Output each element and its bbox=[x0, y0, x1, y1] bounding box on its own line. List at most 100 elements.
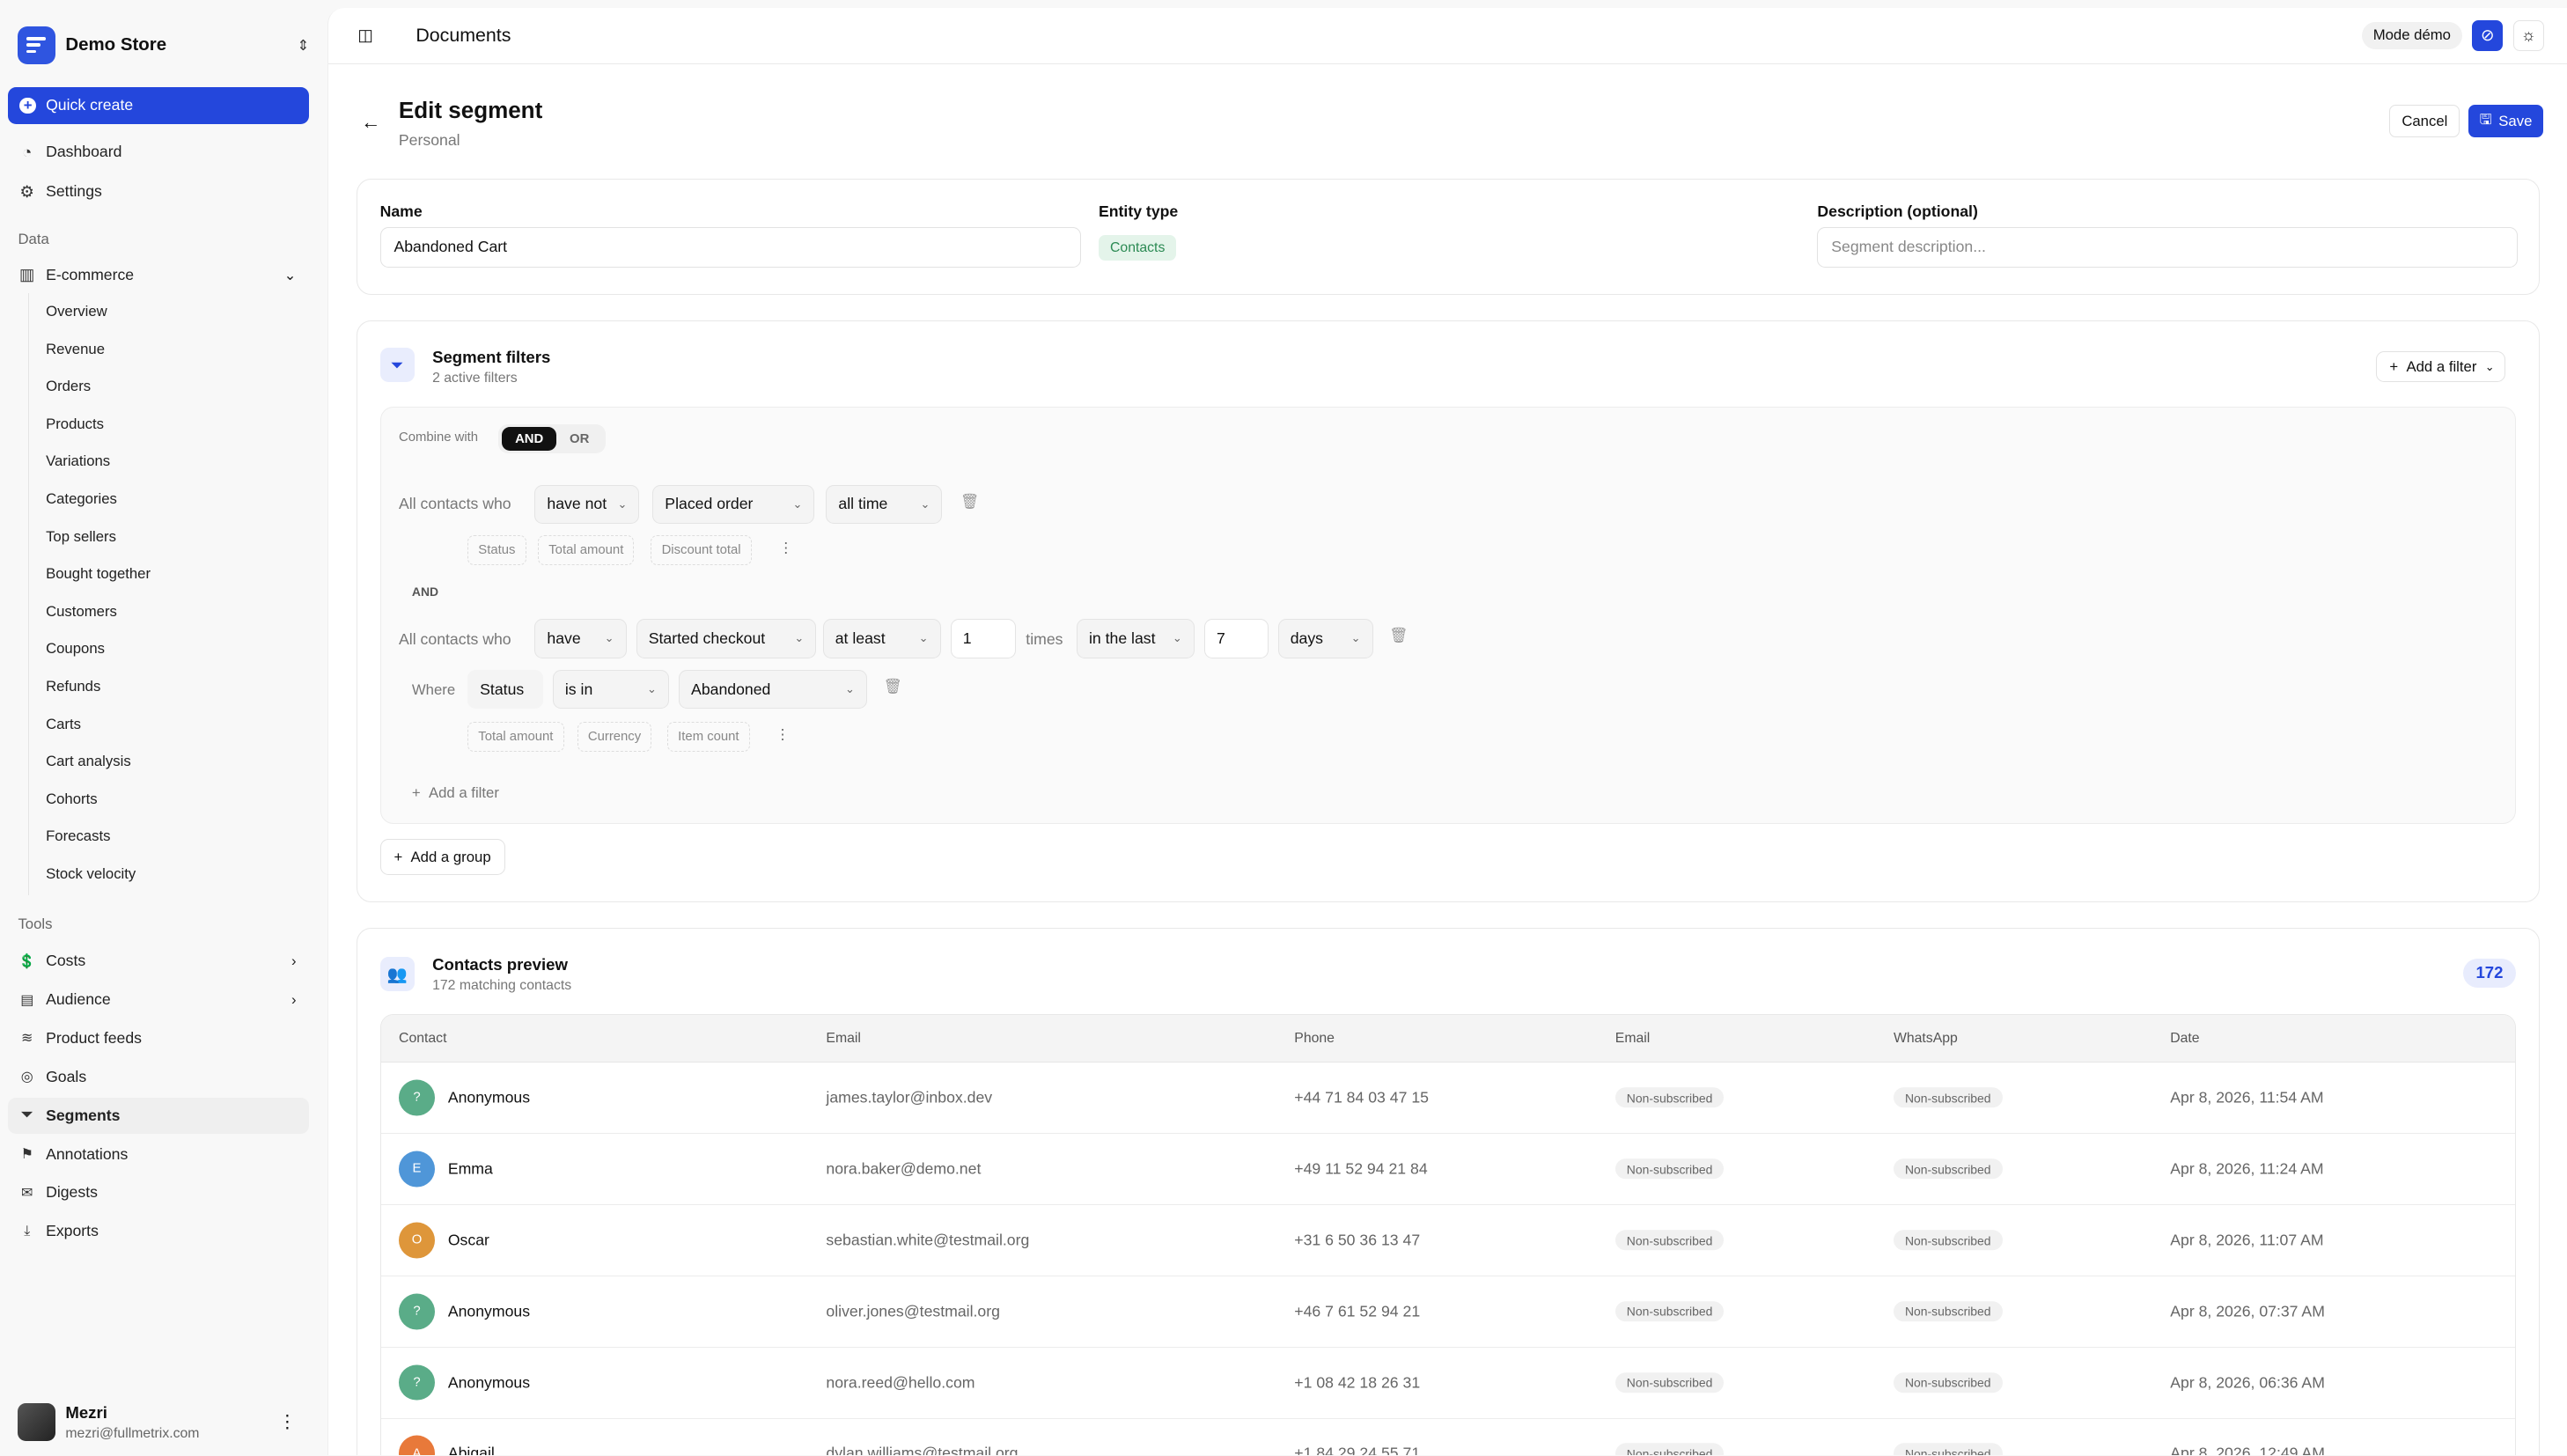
save-button[interactable]: 🖫 Save bbox=[2468, 105, 2544, 138]
sidebar-subitem[interactable]: Bought together bbox=[46, 565, 151, 583]
whatsapp-status-badge: Non-subscribed bbox=[1893, 1087, 2003, 1108]
eye-off-icon[interactable]: ⊘ bbox=[2472, 19, 2504, 52]
more-vertical-icon[interactable]: ⋮ bbox=[278, 1412, 297, 1433]
event-select[interactable]: Started checkout ⌄ bbox=[636, 619, 817, 658]
contact-phone: +1 08 42 18 26 31 bbox=[1294, 1373, 1421, 1392]
col-phone[interactable]: Phone bbox=[1294, 1030, 1335, 1046]
sidebar-subitem[interactable]: Revenue bbox=[46, 340, 105, 357]
trash-icon[interactable]: 🗑 bbox=[960, 492, 980, 510]
filter-prefix: All contacts who bbox=[399, 494, 511, 512]
combine-toggle[interactable]: AND OR bbox=[498, 423, 606, 454]
sidebar-item-annotations[interactable]: ⚑ Annotations bbox=[8, 1136, 309, 1173]
sidebar-item-digests[interactable]: ✉ Digests bbox=[8, 1175, 309, 1211]
property-select[interactable]: Status bbox=[467, 669, 543, 710]
and-joiner: AND bbox=[411, 585, 439, 599]
col-email-status[interactable]: Email bbox=[1614, 1030, 1651, 1046]
sidebar-subitem[interactable]: Overview bbox=[46, 303, 107, 320]
table-row[interactable]: O Oscar sebastian.white@testmail.org +31 6 … bbox=[380, 1205, 2516, 1276]
sidebar-subitem[interactable]: Forecasts bbox=[46, 827, 111, 845]
sidebar-item-ecommerce[interactable]: ▥ E-commerce ⌄ bbox=[8, 257, 309, 293]
col-contact[interactable]: Contact bbox=[399, 1030, 447, 1046]
sidebar-subitem[interactable]: Refunds bbox=[46, 677, 101, 695]
back-arrow-icon[interactable]: ← bbox=[361, 111, 381, 134]
sun-icon[interactable]: ☼ bbox=[2512, 19, 2544, 52]
table-row[interactable]: ? Anonymous oliver.jones@testmail.org +46 7… bbox=[380, 1276, 2516, 1348]
funnel-icon: ⏷ bbox=[21, 1107, 33, 1123]
add-inner-filter-button[interactable]: + Add a filter bbox=[411, 783, 499, 801]
sidebar-toggle-icon[interactable]: ◫ bbox=[357, 26, 373, 45]
col-date[interactable]: Date bbox=[2170, 1030, 2200, 1046]
and-option[interactable]: AND bbox=[502, 426, 557, 452]
more-vertical-icon[interactable]: ⋮ bbox=[778, 539, 794, 556]
sidebar-item-audience[interactable]: ▤ Audience › bbox=[8, 982, 309, 1018]
save-label: Save bbox=[2498, 112, 2533, 129]
contact-email: james.taylor@inbox.dev bbox=[826, 1088, 993, 1107]
sidebar-subitem[interactable]: Products bbox=[46, 415, 105, 432]
contact-name: Oscar bbox=[447, 1231, 489, 1249]
sidebar-subitem[interactable]: Customers bbox=[46, 602, 117, 620]
verb-select[interactable]: have ⌄ bbox=[534, 619, 627, 658]
contact-date: Apr 8, 2026, 12:49 AM bbox=[2170, 1444, 2325, 1456]
property-chip[interactable]: Status bbox=[467, 535, 526, 565]
sidebar-item-exports[interactable]: ⤓ Exports bbox=[8, 1213, 309, 1249]
sidebar-subitem[interactable]: Cohorts bbox=[46, 790, 98, 807]
trash-icon[interactable]: 🗑 bbox=[1389, 627, 1409, 644]
nav-label: Product feeds bbox=[46, 1028, 143, 1047]
operator-select[interactable]: is in ⌄ bbox=[552, 669, 669, 710]
sidebar-item-goals[interactable]: ◎ Goals bbox=[8, 1059, 309, 1095]
col-email[interactable]: Email bbox=[826, 1030, 861, 1046]
save-icon: 🖫 bbox=[2479, 111, 2492, 129]
trash-icon[interactable]: 🗑 bbox=[883, 678, 902, 695]
sidebar-item-dashboard[interactable]: ◔ Dashboard bbox=[8, 134, 309, 170]
audience-icon: ▤ bbox=[20, 992, 34, 1008]
property-chip[interactable]: Total amount bbox=[538, 535, 635, 565]
sidebar-subitem[interactable]: Coupons bbox=[46, 640, 105, 658]
property-chip[interactable]: Currency bbox=[577, 722, 652, 752]
window-select[interactable]: in the last ⌄ bbox=[1076, 619, 1195, 658]
sidebar-subitem[interactable]: Stock velocity bbox=[46, 864, 136, 882]
col-whatsapp[interactable]: WhatsApp bbox=[1893, 1030, 1958, 1046]
mail-icon: ✉ bbox=[21, 1185, 33, 1201]
quick-create-button[interactable]: + Quick create bbox=[8, 86, 310, 125]
cancel-button[interactable]: Cancel bbox=[2389, 105, 2460, 138]
more-vertical-icon[interactable]: ⋮ bbox=[775, 725, 791, 743]
avatar: O bbox=[399, 1222, 435, 1259]
sidebar-subitem[interactable]: Cart analysis bbox=[46, 753, 131, 770]
time-select[interactable]: all time ⌄ bbox=[826, 484, 943, 525]
sidebar-item-segments[interactable]: ⏷ Segments bbox=[8, 1097, 310, 1134]
contact-phone: +1 84 29 24 55 71 bbox=[1294, 1444, 1421, 1456]
store-switcher[interactable]: Demo Store ⇕ bbox=[18, 26, 309, 64]
sidebar-item-product-feeds[interactable]: ≋ Product feeds bbox=[8, 1020, 309, 1056]
unit-select[interactable]: days ⌄ bbox=[1277, 619, 1373, 658]
event-select[interactable]: Placed order ⌄ bbox=[652, 484, 815, 525]
or-option[interactable]: OR bbox=[570, 431, 590, 446]
sidebar-item-settings[interactable]: ⚙ Settings bbox=[8, 173, 309, 210]
contact-date: Apr 8, 2026, 07:37 AM bbox=[2170, 1302, 2325, 1320]
table-row[interactable]: ? Anonymous nora.reed@hello.com +1 08 42 18… bbox=[380, 1348, 2516, 1419]
description-input[interactable]: Segment description... bbox=[1817, 226, 2519, 268]
sidebar-subitem[interactable]: Carts bbox=[46, 715, 82, 732]
property-chip[interactable]: Item count bbox=[667, 722, 750, 752]
sidebar-subitem[interactable]: Top sellers bbox=[46, 527, 116, 545]
table-row[interactable]: E Emma nora.baker@demo.net +49 11 52 94 21 … bbox=[380, 1134, 2516, 1205]
add-group-button[interactable]: + Add a group bbox=[379, 839, 505, 876]
table-row[interactable]: A Abigail dylan.williams@testmail.org +1 84… bbox=[381, 1419, 2516, 1456]
sidebar-subitem[interactable]: Orders bbox=[46, 378, 92, 395]
name-input[interactable]: Abandoned Cart bbox=[379, 226, 1081, 268]
avatar bbox=[18, 1403, 56, 1442]
sidebar-subitem[interactable]: Categories bbox=[46, 489, 117, 507]
property-chip[interactable]: Total amount bbox=[467, 722, 564, 752]
add-filter-dropdown[interactable]: + Add a filter ⌄ bbox=[2375, 350, 2505, 383]
user-menu[interactable]: Mezri mezri@fullmetrix.com ⋮ bbox=[18, 1403, 309, 1442]
users-icon: 👥 bbox=[379, 957, 415, 992]
table-row[interactable]: ? Anonymous james.taylor@inbox.dev +44 71 8… bbox=[380, 1063, 2516, 1134]
count-input[interactable]: 1 bbox=[950, 619, 1017, 658]
sidebar-item-costs[interactable]: 💲 Costs › bbox=[8, 943, 309, 979]
verb-select[interactable]: have not ⌄ bbox=[534, 484, 640, 525]
property-chip[interactable]: Discount total bbox=[651, 535, 752, 565]
window-number-input[interactable]: 7 bbox=[1204, 619, 1269, 658]
value-select[interactable]: Abandoned ⌄ bbox=[679, 669, 867, 710]
comparison-select[interactable]: at least ⌄ bbox=[822, 619, 941, 658]
sidebar-subitem[interactable]: Variations bbox=[46, 452, 111, 470]
contact-email: dylan.williams@testmail.org bbox=[826, 1444, 1019, 1456]
